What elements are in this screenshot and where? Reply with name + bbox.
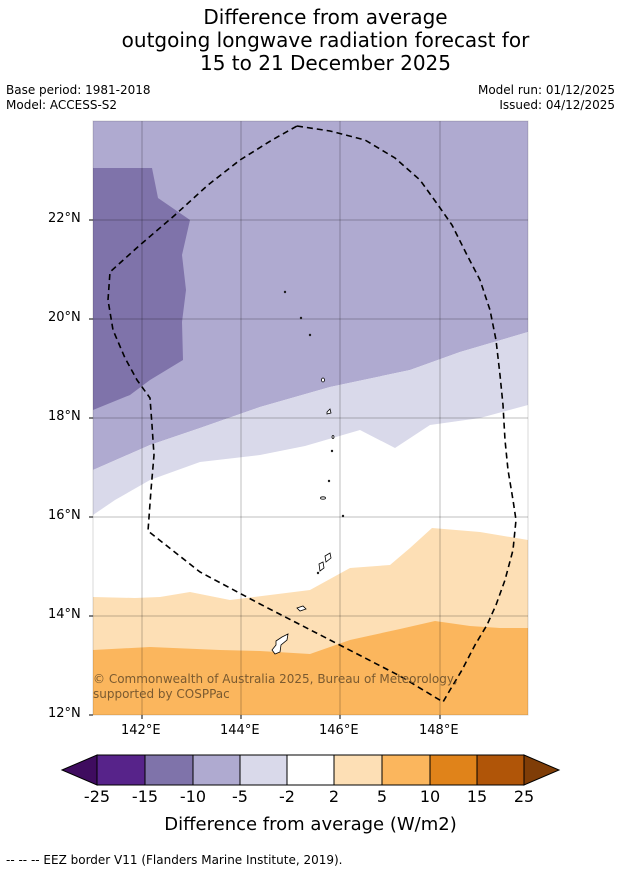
island-aguijan	[316, 571, 320, 575]
lon-label-144: 144°E	[220, 723, 260, 738]
island-tinian	[318, 561, 325, 572]
colorbar-bin-plus15-plus25	[476, 754, 525, 786]
meta-right: Model run: 01/12/2025 Issued: 04/12/2025	[478, 83, 615, 113]
region-minus10-minus5	[93, 121, 528, 470]
island-agrihan	[321, 377, 325, 383]
island-uracas	[283, 290, 287, 294]
model-name: Model: ACCESS-S2	[6, 98, 118, 112]
colorbar-bin-minus25-minus15	[96, 754, 146, 786]
colorbar-bin-plus10-plus15	[429, 754, 478, 786]
issued-date: Issued: 04/12/2025	[499, 98, 615, 112]
colorbar-tick: 15	[466, 787, 488, 806]
island-asuncion	[308, 333, 312, 337]
island-farallon-de-medinilla	[341, 514, 345, 518]
colorbar-tick: 2	[328, 787, 340, 806]
island-sarigan	[327, 479, 331, 483]
colorbar-tick: -25	[83, 787, 111, 806]
colorbar-tick: -10	[179, 787, 207, 806]
colorbar-bin-minus10-minus5	[192, 754, 241, 786]
lon-label-146: 146°E	[319, 723, 359, 738]
colorbar-tick: -5	[232, 787, 248, 806]
island-anatahan	[320, 496, 326, 500]
mariana-islands	[271, 290, 345, 655]
colorbar-bin-plus5-plus10	[381, 754, 431, 786]
island-rota	[296, 605, 307, 612]
eez-footnote: -- -- -- EEZ border V11 (Flanders Marine…	[6, 853, 343, 867]
island-guguan	[330, 449, 334, 453]
island-maug	[299, 316, 303, 320]
colorbar-extend-high	[523, 754, 561, 786]
title-line-2: outgoing longwave radiation forecast for	[121, 28, 530, 52]
colorbar	[60, 754, 561, 786]
lat-label-14: 14°N	[48, 607, 81, 622]
island-alamagan	[331, 435, 335, 439]
lat-label-22: 22°N	[48, 211, 81, 226]
colorbar-bin-minus2-plus2	[286, 754, 335, 786]
lat-label-20: 20°N	[48, 310, 81, 325]
region-minus15-minus10	[93, 168, 190, 410]
island-saipan	[324, 552, 332, 563]
region-minus5-minus2	[93, 332, 528, 515]
lat-label-12: 12°N	[48, 706, 81, 721]
base-period: Base period: 1981-2018	[6, 83, 151, 97]
colorbar-bin-minus5-minus2	[239, 754, 288, 786]
colorbar-tick: 25	[513, 787, 535, 806]
model-run: Model run: 01/12/2025	[477, 83, 615, 97]
title-line-3: 15 to 21 December 2025	[199, 51, 451, 75]
colorbar-tick: -2	[279, 787, 295, 806]
meta-left: Base period: 1981-2018 Model: ACCESS-S2	[6, 83, 151, 113]
map-title: Difference from average outgoing longwav…	[0, 6, 621, 75]
lat-label-16: 16°N	[48, 508, 81, 523]
island-guam	[271, 633, 289, 655]
lat-label-18: 18°N	[48, 409, 81, 424]
colorbar-bin-plus2-plus5	[333, 754, 383, 786]
lon-label-142: 142°E	[121, 723, 161, 738]
grid-lines	[93, 121, 528, 715]
colorbar-title: Difference from average (W/m2)	[164, 814, 457, 835]
colorbar-bin-minus15-minus10	[144, 754, 194, 786]
island-pagan	[326, 408, 332, 415]
colorbar-tick: 5	[376, 787, 388, 806]
colorbar-tick: -15	[131, 787, 159, 806]
eez-border	[107, 125, 517, 704]
region-plus5-plus10	[93, 621, 528, 715]
title-line-1: Difference from average	[203, 5, 448, 29]
colorbar-extend-low	[60, 754, 98, 786]
copyright-notice: © Commonwealth of Australia 2025, Bureau…	[93, 672, 458, 701]
lon-label-148: 148°E	[419, 723, 459, 738]
axis-ticks	[89, 219, 441, 719]
colorbar-tick: 10	[419, 787, 441, 806]
